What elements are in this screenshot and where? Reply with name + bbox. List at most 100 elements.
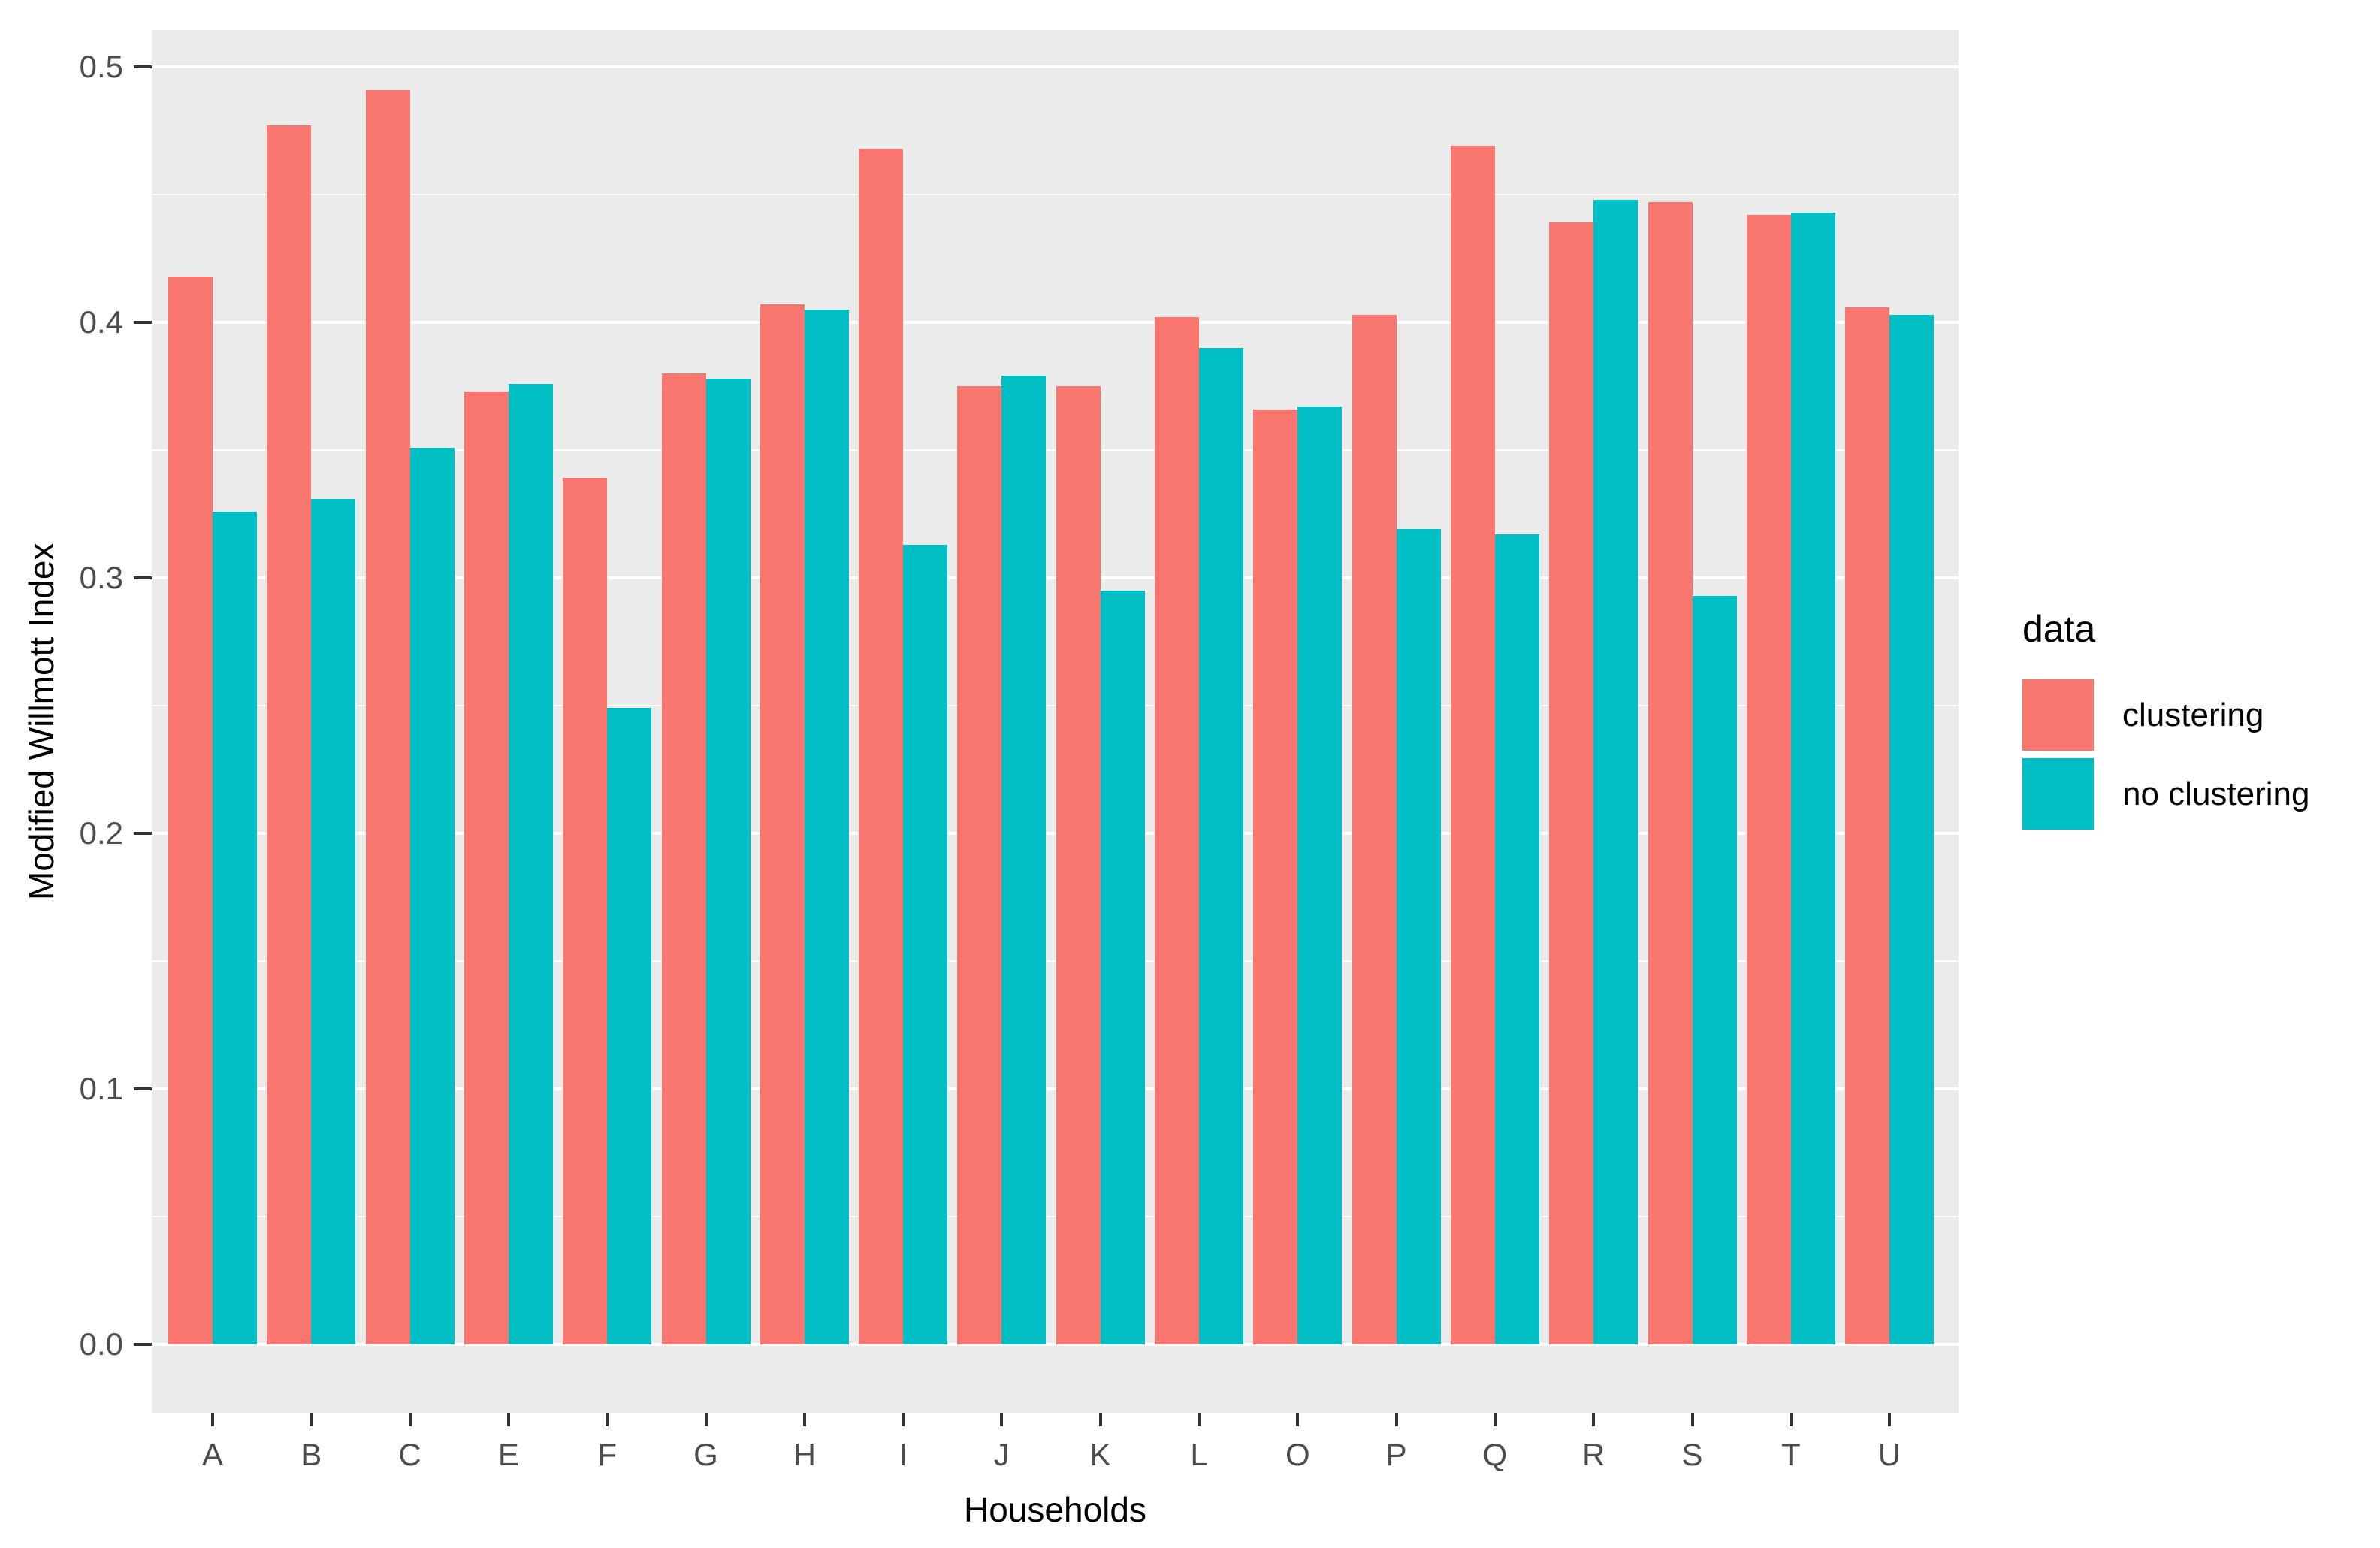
x-tick xyxy=(1888,1413,1892,1426)
legend-title: data xyxy=(2022,608,2096,650)
x-tick-label: C xyxy=(398,1437,421,1472)
legend: data clustering no clustering xyxy=(2022,607,2368,837)
gridline-major xyxy=(152,832,1959,835)
bar-no-clustering xyxy=(1790,212,1835,1344)
bar-no-clustering xyxy=(705,378,751,1344)
x-tick-label: Q xyxy=(1482,1437,1508,1472)
y-tick-label: 0.2 xyxy=(79,815,123,851)
x-tick xyxy=(506,1413,510,1426)
x-tick-label: R xyxy=(1582,1437,1605,1472)
x-tick xyxy=(1493,1413,1497,1426)
x-tick-label: H xyxy=(793,1437,816,1472)
bar-clustering xyxy=(661,373,706,1344)
x-tick-label: P xyxy=(1385,1437,1407,1472)
y-tick-label: 0.5 xyxy=(79,49,123,84)
y-tick-label: 0.0 xyxy=(79,1326,123,1362)
bar-clustering xyxy=(365,89,410,1344)
bar-clustering xyxy=(1155,317,1199,1344)
gridline-major xyxy=(152,576,1959,579)
bar-clustering xyxy=(1746,215,1791,1344)
x-tick xyxy=(902,1413,905,1426)
x-tick-label: T xyxy=(1780,1437,1801,1472)
bar-no-clustering xyxy=(1889,314,1935,1344)
bar-no-clustering xyxy=(1396,529,1441,1344)
legend-item-label: clustering xyxy=(2122,696,2264,733)
legend-item-label: no clustering xyxy=(2122,775,2310,812)
x-tick xyxy=(1394,1413,1398,1426)
y-tick xyxy=(134,1343,152,1346)
x-tick xyxy=(310,1413,313,1426)
bar-no-clustering xyxy=(409,447,455,1344)
bar-no-clustering xyxy=(1692,595,1737,1344)
x-tick xyxy=(211,1413,214,1426)
x-tick xyxy=(606,1413,609,1426)
clustering-swatch xyxy=(2022,679,2094,751)
x-tick xyxy=(1690,1413,1694,1426)
x-tick xyxy=(1198,1413,1201,1426)
x-tick xyxy=(1789,1413,1793,1426)
bar-no-clustering xyxy=(607,708,652,1344)
y-tick xyxy=(134,65,152,68)
x-tick xyxy=(1098,1413,1102,1426)
bar-clustering xyxy=(1450,146,1495,1344)
x-tick-label: O xyxy=(1285,1437,1310,1472)
gridline-minor xyxy=(152,960,1959,962)
bar-no-clustering xyxy=(1593,199,1639,1344)
bar-clustering xyxy=(1352,314,1397,1344)
bar-clustering xyxy=(1056,386,1101,1344)
bar-no-clustering xyxy=(1001,376,1047,1344)
bar-clustering xyxy=(168,276,213,1344)
bar-clustering xyxy=(1648,202,1693,1344)
gridline-major xyxy=(152,1343,1959,1346)
y-tick xyxy=(134,576,152,579)
gridline-minor xyxy=(152,705,1959,706)
x-tick-label: K xyxy=(1089,1437,1111,1472)
bar-no-clustering xyxy=(804,310,849,1344)
gridline-major xyxy=(152,65,1959,68)
gridline-major xyxy=(152,1087,1959,1090)
x-axis-title: Households xyxy=(964,1490,1146,1529)
x-tick-label: U xyxy=(1877,1437,1901,1472)
y-tick xyxy=(134,321,152,324)
plot-panel xyxy=(152,30,1959,1413)
y-tick-label: 0.1 xyxy=(79,1071,123,1106)
x-tick xyxy=(408,1413,412,1426)
y-tick xyxy=(134,832,152,835)
bar-clustering xyxy=(760,304,805,1344)
x-tick-label: I xyxy=(899,1437,908,1472)
bar-clustering xyxy=(1253,409,1298,1344)
bar-clustering xyxy=(859,148,904,1344)
y-tick xyxy=(134,1087,152,1090)
y-axis-title: Modified Willmott Index xyxy=(22,543,61,900)
x-tick-label: L xyxy=(1190,1437,1208,1472)
bar-no-clustering xyxy=(1297,407,1343,1344)
bar-no-clustering xyxy=(311,498,356,1344)
x-tick-label: S xyxy=(1681,1437,1703,1472)
x-tick-label: E xyxy=(497,1437,519,1472)
bar-no-clustering xyxy=(903,544,948,1344)
gridline-minor xyxy=(152,449,1959,451)
y-tick-label: 0.4 xyxy=(79,304,123,340)
y-tick-label: 0.3 xyxy=(79,560,123,595)
no-clustering-swatch xyxy=(2022,758,2094,830)
bar-no-clustering xyxy=(1199,348,1243,1344)
x-tick-label: J xyxy=(993,1437,1010,1472)
x-tick xyxy=(802,1413,806,1426)
x-tick-label: A xyxy=(201,1437,223,1472)
bar-no-clustering xyxy=(1494,534,1539,1344)
x-tick xyxy=(704,1413,708,1426)
x-tick-label: G xyxy=(693,1437,718,1472)
x-tick-label: F xyxy=(597,1437,618,1472)
gridline-minor xyxy=(152,194,1959,195)
bar-clustering xyxy=(1845,307,1890,1344)
x-tick-label: B xyxy=(301,1437,322,1472)
bar-clustering xyxy=(464,391,509,1344)
gridline-major xyxy=(152,321,1959,324)
gridline-minor xyxy=(152,1216,1959,1217)
legend-item-no-clustering: no clustering xyxy=(2022,758,2368,830)
bar-no-clustering xyxy=(213,511,257,1344)
x-tick xyxy=(1000,1413,1004,1426)
x-tick xyxy=(1592,1413,1596,1426)
bar-clustering xyxy=(267,125,312,1344)
